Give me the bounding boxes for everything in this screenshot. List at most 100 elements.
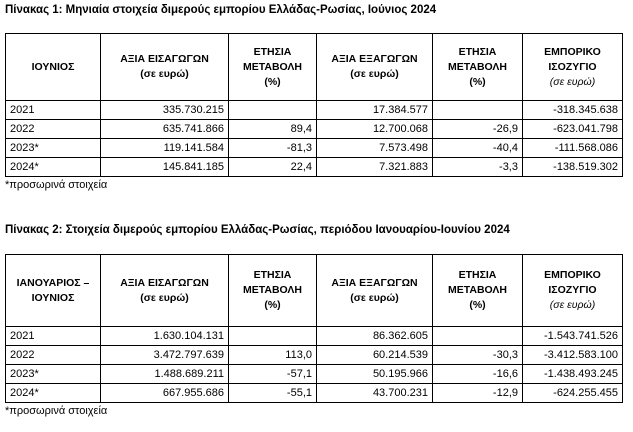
header-line: ΜΕΤΑΒΟΛΗ [242, 284, 303, 296]
cell: 113,0 [228, 345, 317, 365]
header-line: ΜΕΤΑΒΟΛΗ [447, 284, 508, 296]
cell: 119.141.584 [100, 138, 229, 158]
cell: -3,3 [432, 157, 523, 177]
cell: 1.488.689.211 [100, 364, 229, 384]
cell [432, 326, 523, 346]
cell: 60.214.539 [316, 345, 433, 365]
cell: -40,4 [432, 138, 523, 158]
cell: -12,9 [432, 383, 523, 403]
footnote: *προσωρινά στοιχεία [5, 405, 108, 417]
cell: 2022 [5, 345, 101, 365]
cell: 7.321.883 [316, 157, 433, 177]
data-table: ΙΑΝΟΥΑΡΙΟΣ – ΙΟΥΝΙΟΣ ΑΞΙΑ ΕΙΣΑΓΩΓΩΝ (σε ευρ… [5, 254, 623, 403]
header-line: (σε ευρώ) [140, 291, 189, 304]
cell: -30,3 [432, 345, 523, 365]
cell: 2023* [5, 364, 101, 384]
cell: -3.412.583.100 [522, 345, 623, 365]
header-cell: ΕΜΠΟΡΙΚΟ ΙΣΟΖΥΓΙΟ (σε ευρώ) [522, 33, 623, 101]
cell: 50.195.966 [316, 364, 433, 384]
cell: 335.730.215 [100, 100, 229, 120]
header-line: (σε ευρώ) [549, 75, 596, 88]
header-cell: ΑΞΙΑ ΕΙΣΑΓΩΓΩΝ (σε ευρώ) [100, 33, 229, 101]
cell: 635.741.866 [100, 119, 229, 139]
header-cell: ΕΤΗΣΙΑ ΜΕΤΑΒΟΛΗ (%) [432, 254, 523, 327]
data-table: ΙΟΥΝΙΟΣ ΑΞΙΑ ΕΙΣΑΓΩΓΩΝ (σε ευρώ) ΕΤΗΣΙΑ ΜΕΤΑ… [5, 33, 623, 177]
cell: 12.700.068 [316, 119, 433, 139]
table-title: Πίνακας 1: Μηνιαία στοιχεία διμερούς εμπ… [5, 4, 437, 16]
header-line: ΑΞΙΑ ΕΙΣΑΓΩΓΩΝ [120, 53, 209, 65]
header-line: ΙΑΝΟΥΑΡΙΟΣ – [16, 276, 90, 289]
cell [228, 326, 317, 346]
header-line: ΑΞΙΑ ΕΞΑΓΩΓΩΝ [331, 276, 418, 289]
data-row: 2024* 145.841.185 22,4 7.321.883 -3,3 -138.51… [5, 157, 623, 177]
cell [228, 100, 317, 120]
header-cell: ΑΞΙΑ ΕΞΑΓΩΓΩΝ (σε ευρώ) [316, 254, 433, 327]
cell: 2022 [5, 119, 101, 139]
cell: 17.384.577 [316, 100, 433, 120]
header-cell: ΕΤΗΣΙΑ ΜΕΤΑΒΟΛΗ (%) [228, 33, 317, 101]
header-cell: ΑΞΙΑ ΕΞΑΓΩΓΩΝ (σε ευρώ) [316, 33, 433, 101]
cell: -57,1 [228, 364, 317, 384]
cell: 89,4 [228, 119, 317, 139]
cell: -81,3 [228, 138, 317, 158]
data-row: 2022 3.472.797.639 113,0 60.214.539 -30,3 -3.… [5, 345, 623, 365]
header-line: ΕΤΗΣΙΑ [458, 45, 497, 58]
header-line: (%) [264, 75, 281, 88]
header-line: (%) [469, 299, 486, 311]
header-line: ΕΜΠΟΡΙΚΟ [544, 45, 601, 58]
header-line: (%) [264, 299, 281, 311]
header-line: ΕΤΗΣΙΑ [458, 269, 497, 281]
cell: 7.573.498 [316, 138, 433, 158]
header-line: ΕΤΗΣΙΑ [253, 269, 292, 281]
cell: 22,4 [228, 157, 317, 177]
header-cell: ΙΑΝΟΥΑΡΙΟΣ – ΙΟΥΝΙΟΣ [5, 254, 101, 327]
cell: 1.630.104.131 [100, 326, 229, 346]
header-line: ΑΞΙΑ ΕΞΑΓΩΓΩΝ [331, 53, 418, 65]
header-line: ΑΞΙΑ ΕΙΣΑΓΩΓΩΝ [120, 276, 209, 289]
cell: -55,1 [228, 383, 317, 403]
cell: -1.438.493.245 [522, 364, 623, 384]
data-row: 2023* 1.488.689.211 -57,1 50.195.966 -16,6 -1… [5, 364, 623, 384]
cell: -623.041.798 [522, 119, 623, 139]
header-line: ΙΣΟΖΥΓΙΟ [548, 60, 597, 73]
header-line: (σε ευρώ) [140, 68, 189, 80]
footnote: *προσωρινά στοιχεία [5, 179, 108, 191]
cell: -138.519.302 [522, 157, 623, 177]
header-line: ΙΟΥΝΙΟΣ [31, 291, 75, 304]
cell: 145.841.185 [100, 157, 229, 177]
cell: 3.472.797.639 [100, 345, 229, 365]
cell: 667.955.686 [100, 383, 229, 403]
cell: 2021 [5, 100, 101, 120]
cell: -16,6 [432, 364, 523, 384]
cell: 2024* [5, 383, 101, 403]
table-block: Πίνακας 1: Μηνιαία στοιχεία διμερούς εμπ… [5, 2, 623, 193]
cell: 86.362.605 [316, 326, 433, 346]
data-row: 2021 1.630.104.131 86.362.605 -1.543.741.52… [5, 326, 623, 346]
cell: -111.568.086 [522, 138, 623, 158]
header-line: ΙΣΟΖΥΓΙΟ [548, 284, 597, 296]
data-row: 2023* 119.141.584 -81,3 7.573.498 -40,4 -111.… [5, 138, 623, 158]
header-cell: ΙΟΥΝΙΟΣ [5, 33, 101, 101]
header-line: ΜΕΤΑΒΟΛΗ [447, 60, 508, 73]
header-line: ΕΜΠΟΡΙΚΟ [544, 269, 601, 281]
header-row: ΙΟΥΝΙΟΣ ΑΞΙΑ ΕΙΣΑΓΩΓΩΝ (σε ευρώ) ΕΤΗΣΙΑ ΜΕΤΑ… [5, 33, 623, 101]
cell: -318.345.638 [522, 100, 623, 120]
cell: 2023* [5, 138, 101, 158]
data-row: 2022 635.741.866 89,4 12.700.068 -26,9 -623.0… [5, 119, 623, 139]
cell: -624.255.455 [522, 383, 623, 403]
header-cell: ΕΤΗΣΙΑ ΜΕΤΑΒΟΛΗ (%) [432, 33, 523, 101]
header-line: (σε ευρώ) [350, 291, 399, 304]
table-block: Πίνακας 2: Στοιχεία διμερούς εμπορίου Ελ… [5, 222, 623, 419]
cell: 2024* [5, 157, 101, 177]
header-line: ΙΟΥΝΙΟΣ [31, 60, 75, 73]
data-row: 2024* 667.955.686 -55,1 43.700.231 -12,9 -624… [5, 383, 623, 403]
cell: -26,9 [432, 119, 523, 139]
header-row: ΙΑΝΟΥΑΡΙΟΣ – ΙΟΥΝΙΟΣ ΑΞΙΑ ΕΙΣΑΓΩΓΩΝ (σε ευρ… [5, 254, 623, 327]
cell: 43.700.231 [316, 383, 433, 403]
header-line: (%) [469, 75, 486, 88]
header-line: ΕΤΗΣΙΑ [253, 45, 292, 58]
header-line: ΜΕΤΑΒΟΛΗ [242, 60, 303, 73]
header-cell: ΑΞΙΑ ΕΙΣΑΓΩΓΩΝ (σε ευρώ) [100, 254, 229, 327]
header-line: (σε ευρώ) [350, 68, 399, 80]
